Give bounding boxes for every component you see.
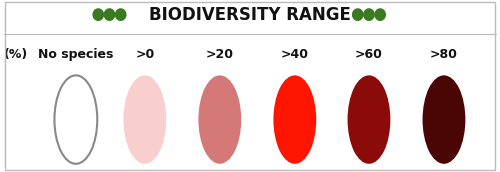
Ellipse shape (422, 75, 466, 164)
Polygon shape (375, 9, 386, 20)
Polygon shape (104, 9, 115, 20)
Text: >60: >60 (355, 47, 383, 61)
Text: >80: >80 (430, 47, 458, 61)
Ellipse shape (274, 75, 316, 164)
Text: >40: >40 (281, 47, 309, 61)
Ellipse shape (54, 75, 98, 164)
Polygon shape (352, 9, 363, 20)
Text: >20: >20 (206, 47, 234, 61)
Text: (%): (%) (4, 47, 28, 61)
Text: >0: >0 (135, 47, 154, 61)
Ellipse shape (348, 75, 391, 164)
Polygon shape (116, 9, 126, 20)
Text: BIODIVERSITY RANGE: BIODIVERSITY RANGE (149, 6, 351, 24)
Polygon shape (93, 9, 104, 20)
Text: No species: No species (38, 47, 114, 61)
Ellipse shape (198, 75, 241, 164)
Polygon shape (364, 9, 374, 20)
Ellipse shape (124, 75, 166, 164)
